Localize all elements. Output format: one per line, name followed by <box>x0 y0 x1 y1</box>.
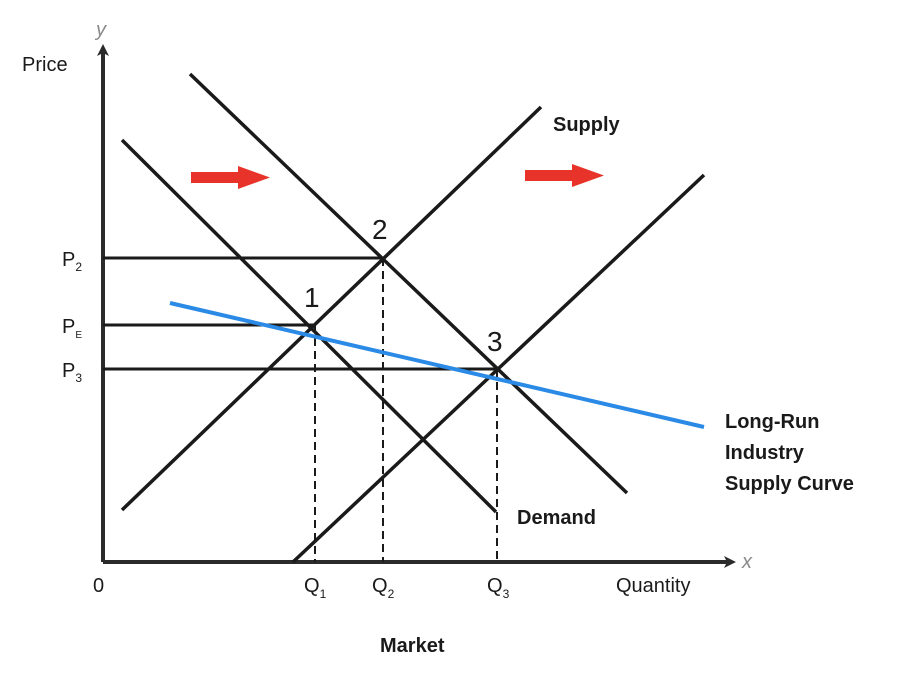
demand-curve-initial <box>120 138 498 514</box>
point-label-3: 3 <box>487 326 503 357</box>
quantity-label-q1: Q1 <box>304 575 327 601</box>
supply-label: Supply <box>553 114 621 136</box>
y-axis-label: Price <box>22 54 68 76</box>
point-label-2: 2 <box>372 214 388 245</box>
x-axis-label: Quantity <box>616 575 690 597</box>
x-axis-letter: x <box>741 551 753 573</box>
supply-curve-initial <box>120 105 543 512</box>
right-arrow-icon <box>191 166 270 189</box>
long-run-supply-curve <box>169 301 705 429</box>
diagram-caption: Market <box>380 635 445 657</box>
point-label-1: 1 <box>304 282 320 313</box>
price-label-pe: PE <box>62 316 82 341</box>
demand-label: Demand <box>517 507 596 529</box>
origin-label: 0 <box>93 575 104 597</box>
price-label-p3: P3 <box>62 360 82 385</box>
y-axis-letter: y <box>94 19 107 41</box>
long-run-label-line2: Industry <box>725 442 805 464</box>
right-arrow-icon <box>525 164 604 187</box>
supply-curve-shifted <box>291 173 706 564</box>
price-label-p2: P2 <box>62 249 82 274</box>
quantity-label-q2: Q2 <box>372 575 395 601</box>
long-run-label-line3: Supply Curve <box>725 473 854 495</box>
demand-curve-shifted <box>188 72 629 495</box>
quantity-label-q3: Q3 <box>487 575 510 601</box>
long-run-label-line1: Long-Run <box>725 411 819 433</box>
